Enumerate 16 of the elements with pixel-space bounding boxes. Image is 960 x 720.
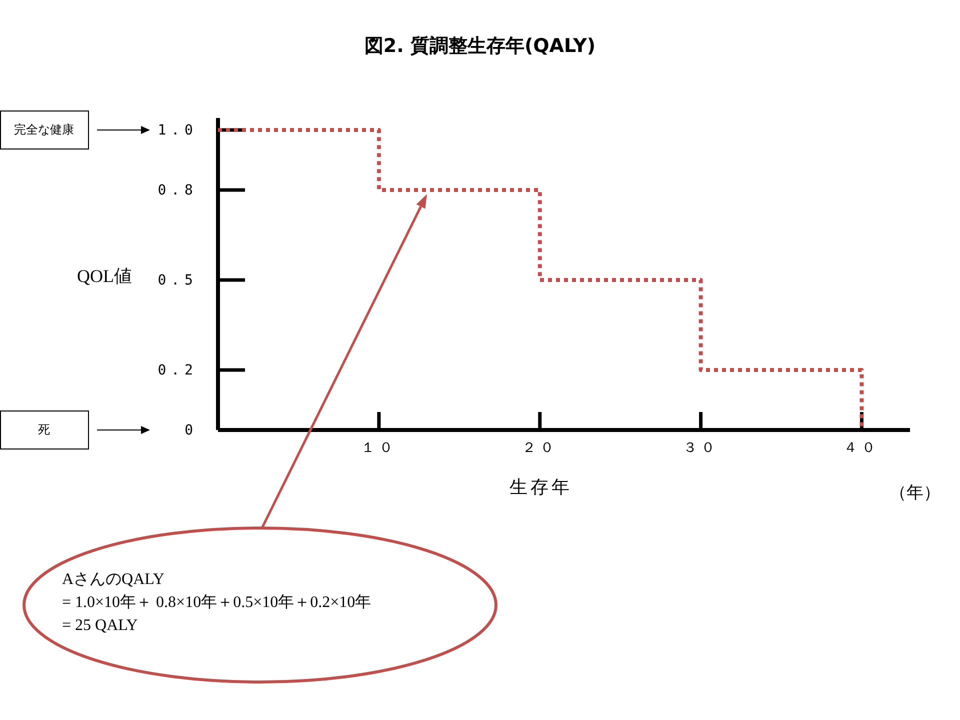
y-tick-label: 0.8 bbox=[158, 182, 198, 198]
x-axis-title: 生存年 bbox=[510, 477, 572, 498]
text: 完全な健康 bbox=[14, 122, 74, 136]
text: AさんのQALY = 1.0×10年＋ 0.8×10年＋0.5×10年＋0.2×10年 = 25 QALY bbox=[62, 571, 372, 634]
x-tick-label: １０ bbox=[360, 440, 397, 456]
chart-title: 図2. 質調整生存年(QALY) bbox=[364, 35, 596, 57]
x-tick-label: ２０ bbox=[522, 440, 558, 456]
text: 死 bbox=[38, 422, 50, 436]
y-tick-label: 1.0 bbox=[158, 122, 198, 138]
y-tick-label: 0.2 bbox=[158, 362, 198, 378]
text: （年） bbox=[890, 483, 940, 503]
y-tick-label: 0.5 bbox=[158, 272, 198, 288]
y-tick-label: 0 bbox=[184, 422, 198, 438]
x-tick-label: ３０ bbox=[682, 440, 719, 456]
x-tick-label: ４０ bbox=[844, 440, 880, 456]
y-axis-title: QOL値 bbox=[77, 266, 132, 286]
